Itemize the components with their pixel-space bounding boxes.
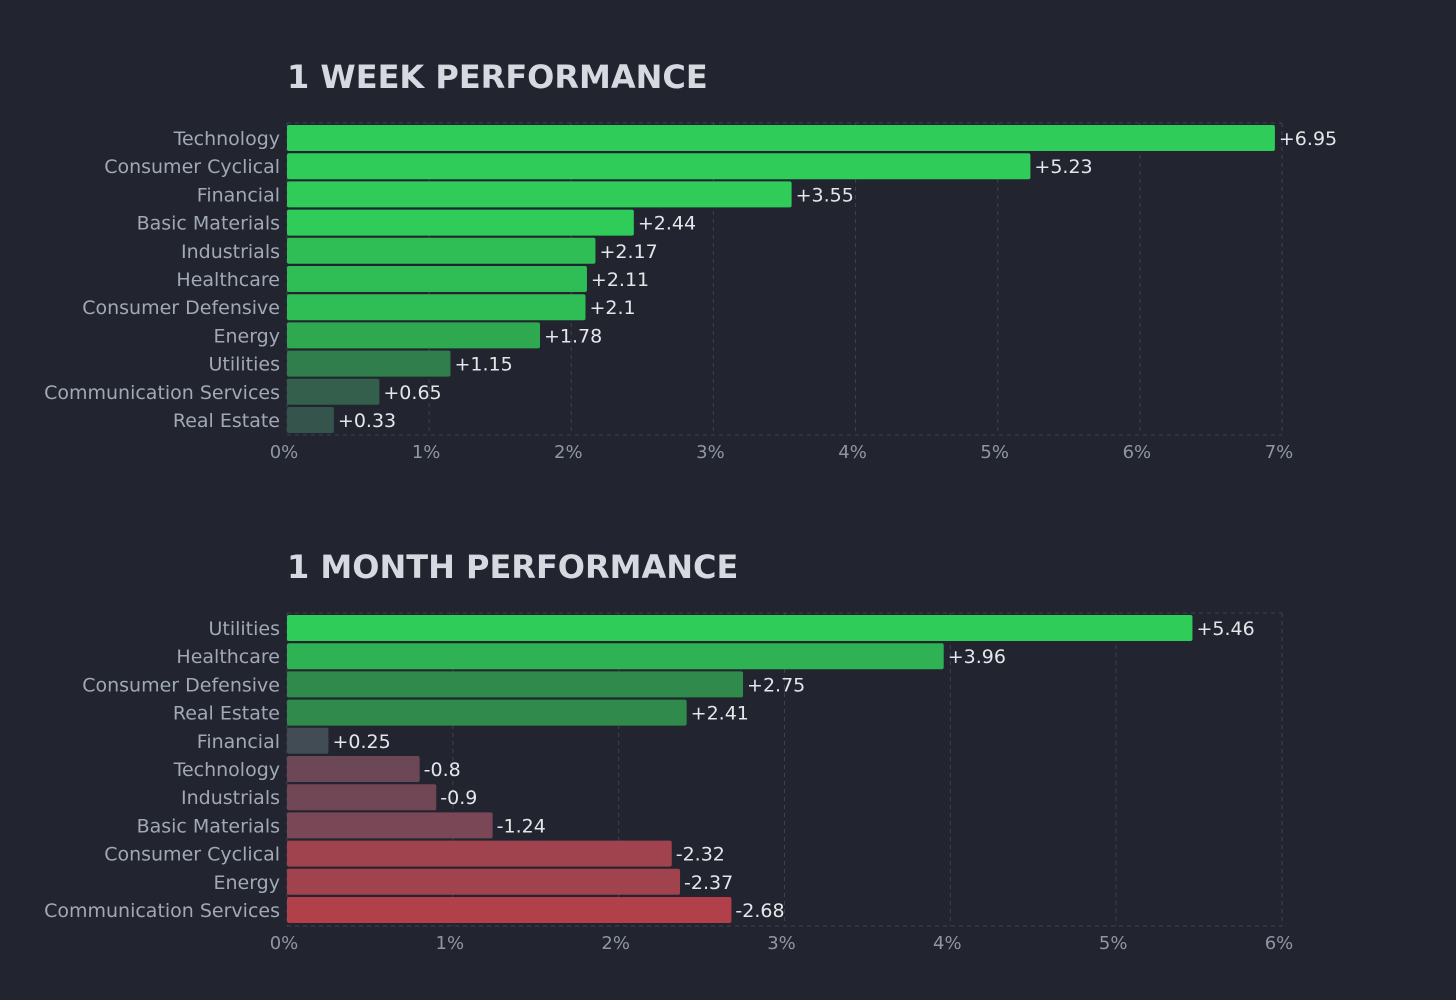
category-label: Industrials <box>181 241 280 263</box>
bar <box>287 756 420 782</box>
x-tick-label: 2% <box>554 442 583 463</box>
category-label: Real Estate <box>173 703 280 725</box>
data-label: +3.55 <box>796 184 854 206</box>
bar <box>287 615 1193 641</box>
category-label: Consumer Defensive <box>82 674 280 696</box>
category-label: Consumer Cyclical <box>104 844 280 866</box>
bar <box>287 727 329 754</box>
x-tick-label: 3% <box>696 442 725 463</box>
category-label: Healthcare <box>176 646 280 668</box>
category-label: Communication Services <box>44 900 280 922</box>
bar <box>287 868 681 895</box>
x-tick-label: 5% <box>980 442 1009 463</box>
bar <box>287 378 380 405</box>
x-tick-label: 0% <box>270 442 299 463</box>
bar <box>287 181 792 208</box>
data-label: +1.15 <box>454 354 512 376</box>
x-tick-label: 6% <box>1123 442 1152 463</box>
chart-title: 1 MONTH PERFORMANCE <box>287 548 738 586</box>
x-tick-label: 0% <box>270 933 299 954</box>
bar <box>287 671 744 698</box>
bar <box>287 407 334 433</box>
data-label: +2.1 <box>590 297 636 319</box>
category-label: Utilities <box>208 354 280 376</box>
x-tick-label: 6% <box>1265 933 1294 954</box>
category-label: Financial <box>197 184 280 206</box>
x-tick-label: 3% <box>767 933 796 954</box>
category-label: Consumer Cyclical <box>104 156 280 178</box>
data-label: +1.78 <box>544 325 602 347</box>
bar <box>287 784 437 811</box>
x-tick-label: 4% <box>838 442 867 463</box>
bar <box>287 294 586 321</box>
chart-1-month: 1 MONTH PERFORMANCE 0% 1% 2% 3% 4% 5% 6% Utiliti… <box>44 548 1293 954</box>
category-label: Industrials <box>181 787 280 809</box>
category-label: Consumer Defensive <box>82 297 280 319</box>
x-tick-label: 1% <box>412 442 441 463</box>
category-label: Communication Services <box>44 382 280 404</box>
bar <box>287 153 1031 180</box>
category-label: Utilities <box>208 618 280 640</box>
category-label: Basic Materials <box>137 815 280 837</box>
data-label: +2.41 <box>691 703 749 725</box>
data-label: +6.95 <box>1279 128 1337 150</box>
data-label: +0.65 <box>383 382 441 404</box>
bar <box>287 209 634 236</box>
category-label: Energy <box>213 325 280 347</box>
bar <box>287 699 687 726</box>
category-label: Financial <box>197 731 280 753</box>
data-label: +3.96 <box>948 646 1006 668</box>
x-tick-label: 1% <box>436 933 465 954</box>
data-label: -1.24 <box>497 815 546 837</box>
category-label: Basic Materials <box>137 213 280 235</box>
bar <box>287 350 451 377</box>
x-tick-label: 2% <box>601 933 630 954</box>
category-label: Energy <box>213 872 280 894</box>
bar <box>287 125 1275 151</box>
category-label: Technology <box>173 759 280 781</box>
category-label: Real Estate <box>173 410 280 432</box>
x-tick-label: 7% <box>1265 442 1294 463</box>
data-label: +2.75 <box>747 674 805 696</box>
bar <box>287 897 732 923</box>
data-label: +0.25 <box>332 731 390 753</box>
bar <box>287 266 587 292</box>
bar <box>287 643 944 670</box>
chart-title: 1 WEEK PERFORMANCE <box>287 58 708 96</box>
data-label: +2.44 <box>638 213 696 235</box>
data-label: -0.9 <box>440 787 477 809</box>
x-tick-label: 5% <box>1099 933 1128 954</box>
category-label: Technology <box>173 128 280 150</box>
bar <box>287 322 541 349</box>
bar <box>287 840 672 867</box>
data-label: +0.33 <box>338 410 396 432</box>
chart-1-week: 1 WEEK PERFORMANCE 0% 1% 2% 3% 4% 5% 6% 7% Techno… <box>44 58 1337 463</box>
data-label: -2.32 <box>676 844 725 866</box>
x-tick-label: 4% <box>933 933 962 954</box>
bar <box>287 812 493 839</box>
data-label: +5.23 <box>1034 156 1092 178</box>
data-label: +5.46 <box>1196 618 1254 640</box>
data-label: -0.8 <box>424 759 461 781</box>
data-label: +2.17 <box>599 241 657 263</box>
bar <box>287 237 596 264</box>
data-label: -2.37 <box>684 872 733 894</box>
category-label: Healthcare <box>176 269 280 291</box>
data-label: +2.11 <box>591 269 649 291</box>
data-label: -2.68 <box>735 900 784 922</box>
